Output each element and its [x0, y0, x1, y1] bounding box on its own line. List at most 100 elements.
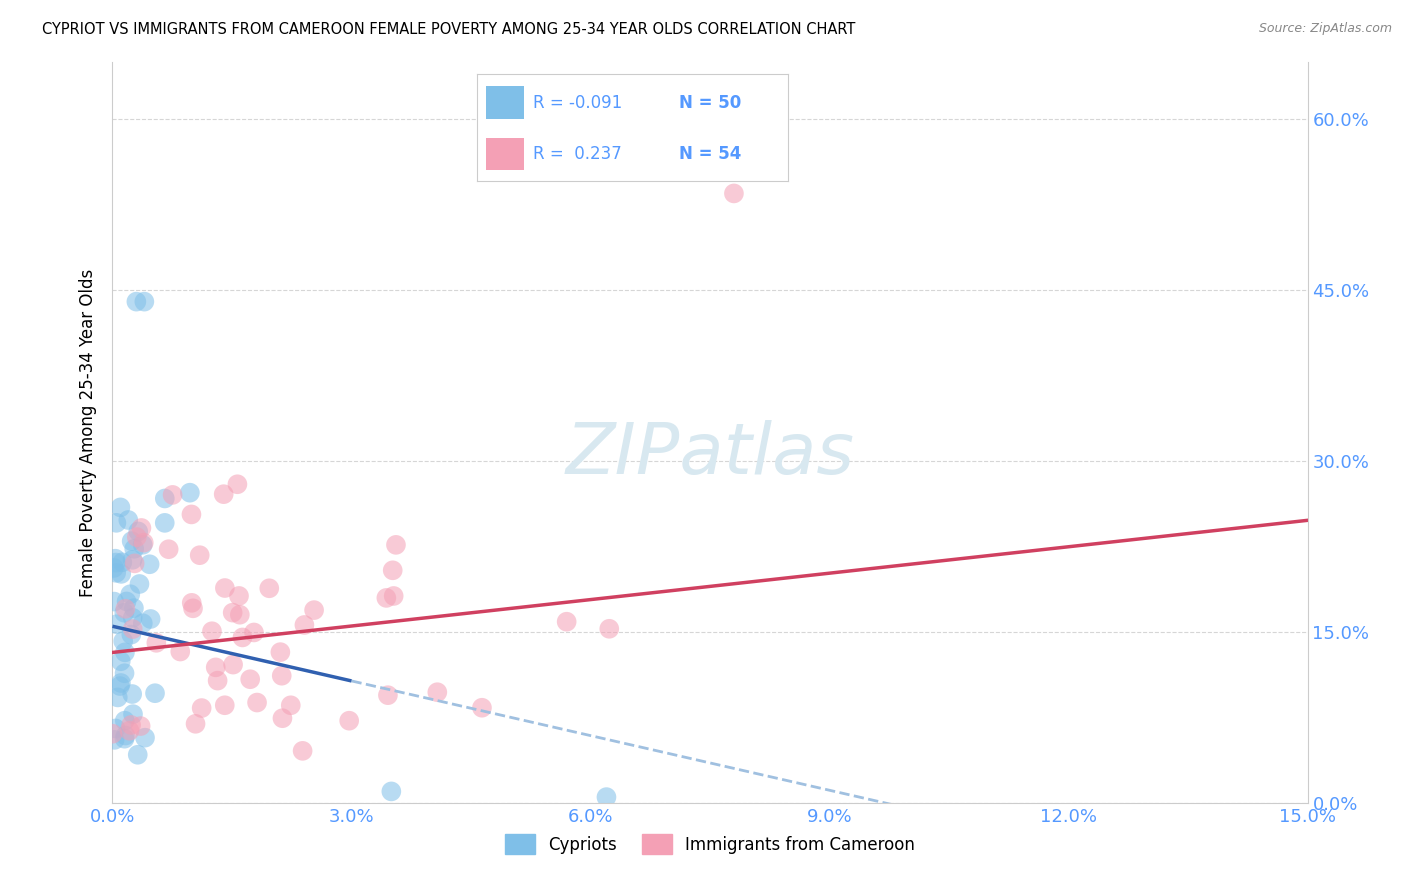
Point [153, 516, 176, 530]
Point [595, 790, 617, 805]
Point [201, 624, 224, 639]
Point [127, 747, 149, 762]
Point [103, 561, 125, 575]
Point [125, 294, 148, 309]
Point [114, 645, 136, 659]
Point [375, 591, 398, 605]
Point [134, 731, 156, 745]
Point [124, 557, 146, 571]
Point [118, 723, 141, 738]
Point [110, 654, 132, 668]
Point [723, 186, 745, 201]
Point [228, 589, 250, 603]
Point [127, 524, 149, 539]
Point [128, 577, 150, 591]
Point [184, 716, 207, 731]
Point [269, 645, 291, 659]
Point [114, 714, 136, 728]
Point [111, 555, 134, 569]
Point [121, 687, 143, 701]
Point [121, 534, 143, 549]
Point [132, 538, 155, 552]
Point [103, 594, 125, 608]
Y-axis label: Female Poverty Among 25-34 Year Olds: Female Poverty Among 25-34 Year Olds [79, 268, 97, 597]
Point [132, 616, 155, 631]
Point [471, 700, 494, 714]
Point [188, 548, 211, 562]
Point [221, 606, 243, 620]
Point [114, 601, 136, 615]
Point [121, 553, 143, 567]
Point [190, 701, 212, 715]
Point [145, 636, 167, 650]
Point [259, 581, 281, 595]
Point [139, 612, 162, 626]
Point [377, 688, 399, 702]
Point [214, 581, 236, 595]
Point [226, 477, 249, 491]
Point [294, 618, 316, 632]
Point [110, 500, 132, 515]
Legend: Cypriots, Immigrants from Cameroon: Cypriots, Immigrants from Cameroon [498, 828, 922, 861]
Text: Source: ZipAtlas.com: Source: ZipAtlas.com [1258, 22, 1392, 36]
Point [598, 622, 620, 636]
Point [122, 707, 145, 722]
Point [107, 690, 129, 705]
Point [112, 634, 135, 648]
Point [110, 566, 132, 581]
Point [105, 617, 128, 632]
Point [179, 485, 201, 500]
Point [101, 727, 124, 741]
Point [120, 718, 142, 732]
Point [117, 513, 139, 527]
Point [271, 711, 294, 725]
Point [108, 679, 131, 693]
Point [121, 611, 143, 625]
Point [239, 672, 262, 686]
Point [246, 696, 269, 710]
Point [121, 622, 143, 636]
Point [426, 685, 449, 699]
Point [143, 686, 166, 700]
Point [131, 521, 153, 535]
Text: ZIPatlas: ZIPatlas [565, 420, 855, 490]
Point [382, 589, 405, 603]
Point [105, 566, 128, 580]
Point [385, 538, 408, 552]
Point [125, 530, 148, 544]
Point [157, 542, 180, 557]
Point [114, 666, 136, 681]
Point [229, 607, 252, 622]
Point [104, 556, 127, 570]
Point [120, 627, 142, 641]
Point [180, 508, 202, 522]
Point [380, 784, 402, 798]
Point [212, 487, 235, 501]
Point [270, 669, 292, 683]
Point [337, 714, 360, 728]
Point [181, 601, 204, 615]
Point [180, 596, 202, 610]
Point [103, 732, 125, 747]
Point [214, 698, 236, 713]
Point [162, 488, 184, 502]
Point [138, 558, 160, 572]
Point [132, 535, 155, 549]
Point [381, 563, 404, 577]
Point [122, 541, 145, 556]
Point [207, 673, 229, 688]
Point [280, 698, 302, 713]
Point [104, 722, 127, 736]
Point [104, 551, 127, 566]
Point [114, 729, 136, 743]
Point [169, 644, 191, 658]
Point [153, 491, 176, 506]
Point [555, 615, 578, 629]
Point [129, 719, 152, 733]
Point [112, 606, 135, 620]
Point [120, 587, 142, 601]
Point [231, 631, 253, 645]
Point [110, 676, 132, 690]
Point [291, 744, 314, 758]
Point [105, 516, 128, 530]
